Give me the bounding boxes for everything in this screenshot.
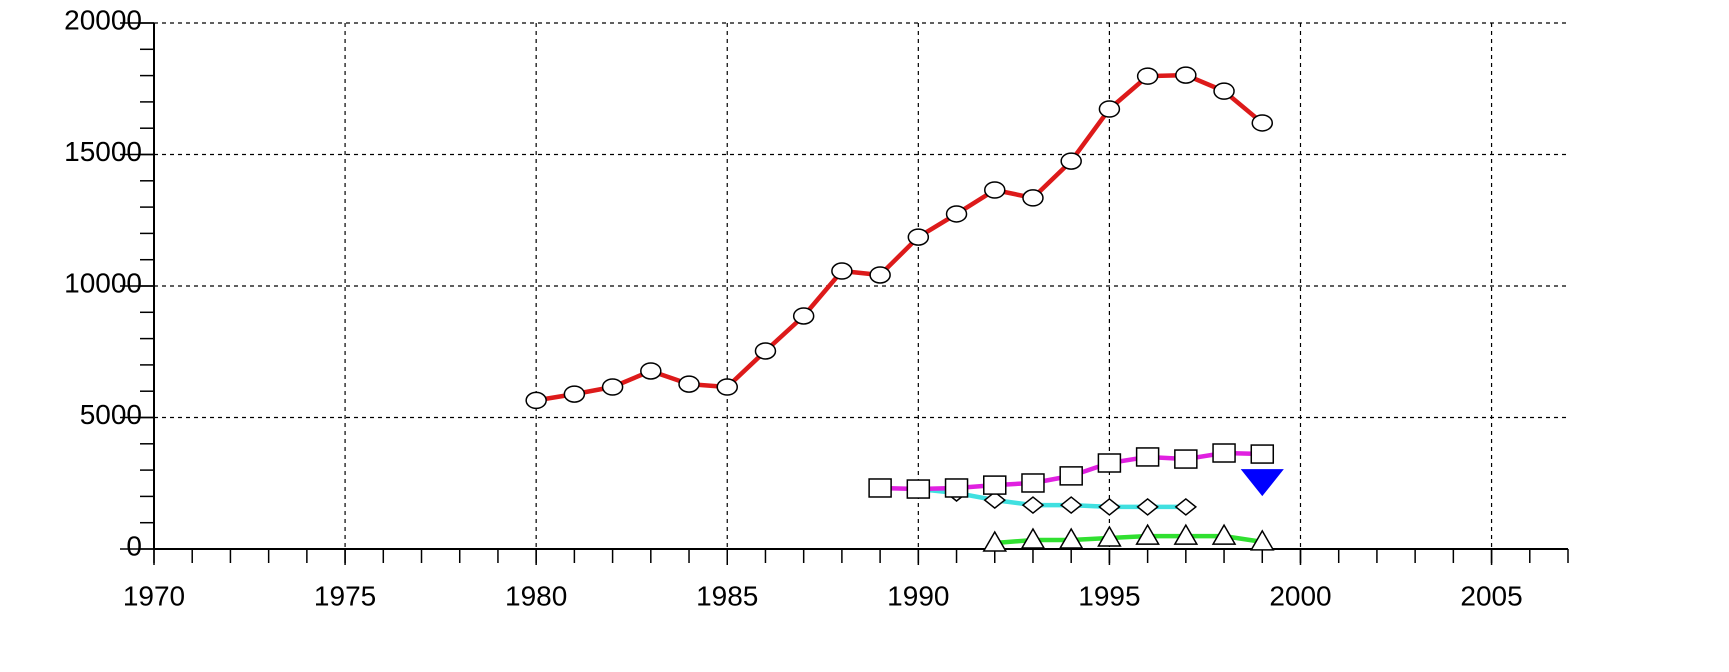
marker — [1020, 527, 1046, 549]
marker — [983, 475, 1007, 495]
marker — [640, 362, 662, 380]
marker — [1135, 447, 1160, 467]
marker — [1022, 189, 1044, 207]
marker — [1021, 473, 1045, 493]
marker — [1173, 523, 1199, 545]
y-tick-label: 5000 — [80, 399, 142, 430]
x-tick-label: 2005 — [1460, 580, 1522, 611]
x-tick-label: 1985 — [696, 580, 758, 611]
marker — [983, 491, 1006, 510]
marker — [1250, 444, 1275, 464]
marker — [1136, 497, 1159, 516]
y-tick-label: 20000 — [64, 4, 142, 35]
series-line — [535, 72, 1264, 403]
marker — [1174, 497, 1198, 516]
y-tick-label: 0 — [126, 530, 142, 561]
marker — [1098, 497, 1121, 516]
marker — [984, 181, 1006, 199]
marker — [1251, 114, 1274, 132]
marker — [1211, 523, 1237, 545]
x-tick-label: 2000 — [1269, 580, 1331, 611]
marker — [1098, 100, 1121, 118]
marker — [1059, 466, 1083, 486]
marker — [1240, 469, 1284, 497]
marker — [1021, 496, 1045, 515]
x-tick-label: 1970 — [123, 580, 185, 611]
marker — [1136, 67, 1159, 85]
marker — [563, 385, 586, 403]
x-tick-label: 1980 — [505, 580, 567, 611]
marker — [792, 307, 815, 325]
marker — [869, 266, 891, 284]
marker — [1212, 443, 1236, 463]
marker — [754, 342, 777, 360]
marker — [1135, 523, 1160, 545]
marker — [868, 478, 892, 498]
marker — [1097, 525, 1122, 547]
marker — [982, 530, 1008, 552]
marker — [945, 205, 968, 223]
marker — [944, 478, 969, 498]
y-tick-label: 15000 — [64, 136, 142, 167]
x-tick-label: 1995 — [1078, 580, 1140, 611]
marker — [1213, 82, 1235, 100]
marker — [1175, 66, 1197, 84]
marker — [1059, 496, 1083, 515]
marker — [1174, 449, 1198, 469]
marker — [716, 378, 738, 396]
marker — [1058, 527, 1084, 549]
x-tick-label: 1990 — [887, 580, 949, 611]
marker — [601, 378, 624, 396]
marker — [831, 262, 853, 280]
y-tick-label: 10000 — [64, 267, 142, 298]
marker — [1097, 453, 1122, 473]
marker — [1060, 152, 1082, 170]
marker — [1249, 529, 1275, 551]
x-tick-label: 1975 — [314, 580, 376, 611]
marker — [906, 479, 931, 499]
marker — [907, 228, 930, 246]
marker — [525, 391, 547, 410]
marker — [678, 375, 700, 393]
